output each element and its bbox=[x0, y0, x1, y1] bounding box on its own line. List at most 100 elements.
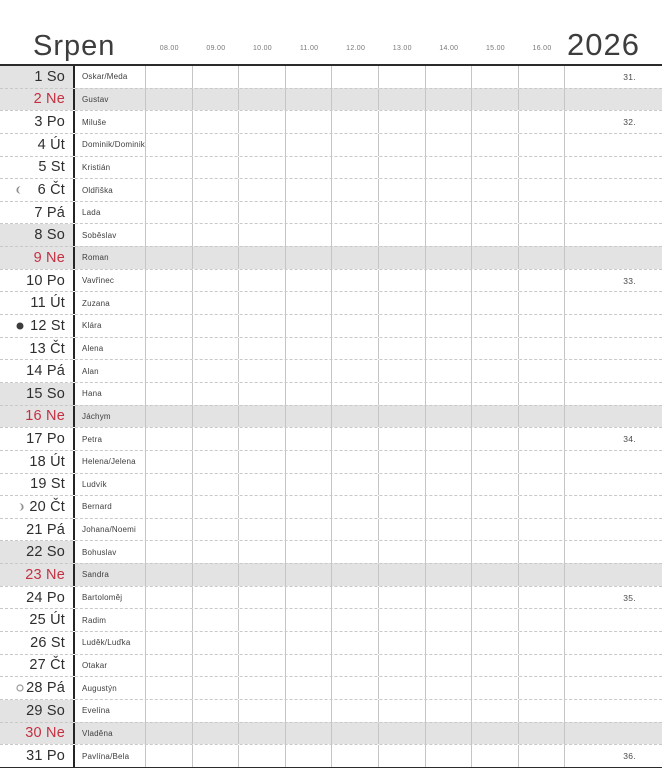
nameday-cell: Oskar/Meda bbox=[73, 66, 146, 88]
hour-cell bbox=[426, 677, 473, 699]
day-row: 6 Čt Oldřiška bbox=[0, 178, 662, 201]
hour-cell bbox=[519, 677, 566, 699]
hour-cell bbox=[286, 292, 333, 315]
day-number-label: 28 Pá bbox=[26, 680, 65, 697]
hour-cell bbox=[426, 224, 473, 247]
hour-cell bbox=[146, 382, 193, 405]
nameday-cell: Evelína bbox=[73, 699, 146, 722]
hour-cell bbox=[332, 315, 379, 337]
hour-cell bbox=[286, 360, 333, 382]
hour-cell bbox=[426, 179, 473, 201]
hour-cell bbox=[193, 201, 240, 224]
hour-cell bbox=[426, 722, 473, 745]
day-number-label: 17 Po bbox=[26, 431, 65, 448]
hour-cell bbox=[239, 518, 286, 541]
hour-cell bbox=[286, 337, 333, 360]
hour-cell bbox=[239, 564, 286, 586]
hour-cell bbox=[193, 722, 240, 745]
hour-cell bbox=[332, 541, 379, 564]
hour-cell bbox=[426, 632, 473, 654]
hour-cell bbox=[286, 156, 333, 179]
hour-cell bbox=[146, 677, 193, 699]
hour-cell bbox=[193, 156, 240, 179]
hour-cell bbox=[379, 405, 426, 428]
hour-cell bbox=[472, 156, 519, 179]
hour-cell bbox=[472, 699, 519, 722]
hour-cell bbox=[332, 224, 379, 247]
day-cell: 30 Ne bbox=[0, 723, 73, 745]
notes-cell bbox=[565, 134, 662, 156]
day-cell: 13 Čt bbox=[0, 338, 73, 360]
hour-cell bbox=[379, 473, 426, 496]
time-label: 08.00 bbox=[159, 45, 179, 52]
notes-cell: 35. bbox=[565, 587, 662, 609]
hour-cell bbox=[332, 360, 379, 382]
nameday-cell: Vladěna bbox=[73, 722, 146, 745]
nameday-cell: Jáchym bbox=[73, 405, 146, 428]
day-cell: 20 Čt bbox=[0, 496, 73, 518]
hour-cell bbox=[286, 564, 333, 586]
nameday-label: Sandra bbox=[82, 570, 109, 580]
day-row: 21 Pá Johana/Noemi bbox=[0, 517, 662, 541]
week-number: 32. bbox=[623, 117, 636, 128]
day-cell: 29 So bbox=[0, 699, 73, 722]
notes-cell bbox=[565, 247, 662, 269]
hour-cell bbox=[379, 699, 426, 722]
hour-cell bbox=[332, 677, 379, 699]
hour-cell bbox=[426, 133, 473, 156]
hour-cell bbox=[379, 654, 426, 677]
notes-cell bbox=[565, 157, 662, 179]
hour-cell bbox=[239, 179, 286, 201]
hour-cell bbox=[472, 632, 519, 654]
hour-cell bbox=[332, 88, 379, 111]
hour-cell bbox=[286, 473, 333, 496]
day-cell: 18 Út bbox=[0, 451, 73, 473]
hour-cell bbox=[146, 496, 193, 518]
hour-cell bbox=[379, 518, 426, 541]
day-row: 11 Út Zuzana bbox=[0, 291, 662, 315]
hour-cell bbox=[239, 360, 286, 382]
hour-cell bbox=[193, 450, 240, 473]
nameday-label: Augustýn bbox=[82, 683, 117, 693]
day-cell: 28 Pá bbox=[0, 677, 73, 699]
hour-cell bbox=[519, 632, 566, 654]
last-quarter-moon-icon bbox=[15, 185, 25, 195]
hour-cell bbox=[426, 450, 473, 473]
hour-cell bbox=[146, 564, 193, 586]
hour-cell bbox=[519, 247, 566, 269]
hour-cell bbox=[239, 677, 286, 699]
day-number-label: 30 Ne bbox=[25, 725, 65, 742]
notes-cell bbox=[565, 383, 662, 405]
hour-cell bbox=[193, 496, 240, 518]
day-number-label: 16 Ne bbox=[25, 408, 65, 425]
hour-cell bbox=[472, 473, 519, 496]
hour-cell bbox=[426, 315, 473, 337]
nameday-cell: Dominik/Dominika bbox=[73, 133, 146, 156]
hour-cell bbox=[332, 292, 379, 315]
nameday-cell: Miluše bbox=[73, 111, 146, 133]
hour-cell bbox=[426, 473, 473, 496]
hour-cell bbox=[146, 292, 193, 315]
hour-cell bbox=[146, 405, 193, 428]
hour-cell bbox=[379, 586, 426, 609]
time-label: 16.00 bbox=[532, 45, 552, 52]
nameday-cell: Lada bbox=[73, 201, 146, 224]
hour-cell bbox=[332, 428, 379, 450]
nameday-cell: Petra bbox=[73, 428, 146, 450]
hour-cell bbox=[332, 518, 379, 541]
nameday-label: Vladěna bbox=[82, 728, 113, 738]
hour-cell bbox=[286, 677, 333, 699]
hour-cell bbox=[472, 609, 519, 632]
hour-cell bbox=[193, 247, 240, 269]
time-labels: 08.00 09.00 10.00 11.00 12.00 13.00 14.00 15.00… bbox=[146, 45, 566, 56]
day-row: 26 St Luděk/Luďka bbox=[0, 631, 662, 654]
hour-cell bbox=[239, 450, 286, 473]
first-quarter-moon-icon bbox=[15, 502, 25, 512]
day-row: 16 Ne Jáchym bbox=[0, 404, 662, 428]
hour-cell bbox=[519, 654, 566, 677]
hour-cell bbox=[519, 179, 566, 201]
day-row: 2 Ne Gustav bbox=[0, 87, 662, 111]
hour-cell bbox=[472, 269, 519, 292]
nameday-cell: Oldřiška bbox=[73, 179, 146, 201]
hour-cell bbox=[426, 360, 473, 382]
